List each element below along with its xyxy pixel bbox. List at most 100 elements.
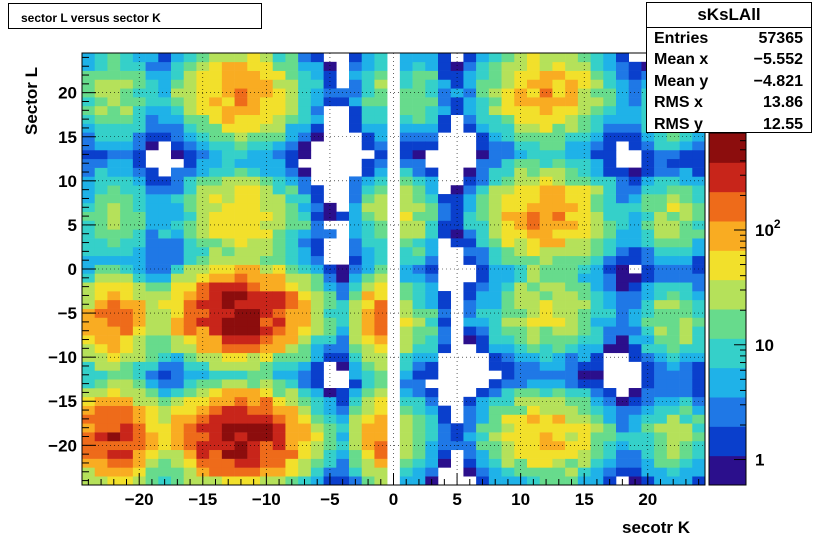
heatmap-cell bbox=[145, 132, 159, 142]
heatmap-cell bbox=[361, 114, 375, 124]
heatmap-cell bbox=[552, 194, 566, 204]
heatmap-cell bbox=[603, 141, 617, 151]
heatmap-cell bbox=[488, 202, 502, 212]
heatmap-cell bbox=[171, 379, 185, 389]
heatmap-cell bbox=[298, 176, 312, 186]
heatmap-cell bbox=[209, 185, 223, 195]
heatmap-cell bbox=[399, 229, 413, 239]
heatmap-cell bbox=[679, 167, 693, 177]
heatmap-cell bbox=[603, 185, 617, 195]
heatmap-cell bbox=[221, 308, 235, 318]
heatmap-cell bbox=[539, 432, 553, 442]
heatmap-cell bbox=[247, 141, 261, 151]
heatmap-cell bbox=[145, 61, 159, 71]
heatmap-cell bbox=[272, 79, 286, 89]
heatmap-cell bbox=[501, 405, 515, 415]
heatmap-cell bbox=[285, 352, 299, 362]
heatmap-cell bbox=[221, 229, 235, 239]
heatmap-cell bbox=[94, 440, 108, 451]
heatmap-cell bbox=[285, 167, 299, 177]
heatmap-cell bbox=[488, 88, 502, 98]
heatmap-cell bbox=[132, 432, 146, 442]
heatmap-cell bbox=[285, 370, 299, 380]
heatmap-cell bbox=[336, 317, 350, 327]
heatmap-cell bbox=[577, 405, 591, 415]
heatmap-cell bbox=[298, 229, 312, 239]
heatmap-cell bbox=[425, 211, 439, 221]
heatmap-cell bbox=[527, 141, 541, 151]
heatmap-cell bbox=[221, 299, 235, 309]
heatmap-cell bbox=[488, 440, 502, 451]
heatmap-cell bbox=[234, 70, 248, 80]
heatmap-cell bbox=[349, 211, 363, 221]
heatmap-cell bbox=[565, 264, 579, 274]
heatmap-cell bbox=[501, 264, 515, 274]
heatmap-cell bbox=[527, 396, 541, 406]
heatmap-cell bbox=[120, 149, 134, 160]
heatmap-cell bbox=[209, 467, 223, 477]
heatmap-cell bbox=[412, 194, 426, 204]
heatmap-cell bbox=[666, 379, 680, 389]
heatmap-cell bbox=[196, 414, 210, 424]
heatmap-cell bbox=[565, 123, 579, 133]
heatmap-cell bbox=[539, 167, 553, 177]
heatmap-cell bbox=[336, 361, 350, 371]
heatmap-cell bbox=[120, 167, 134, 177]
heatmap-cell bbox=[310, 70, 324, 80]
heatmap-cell bbox=[234, 246, 248, 257]
heatmap-cell bbox=[361, 167, 375, 177]
heatmap-cell bbox=[272, 370, 286, 380]
heatmap-cell bbox=[158, 123, 172, 133]
heatmap-cell bbox=[120, 273, 134, 283]
heatmap-cell bbox=[120, 158, 134, 168]
heatmap-cell bbox=[209, 449, 223, 459]
heatmap-cell bbox=[514, 114, 528, 124]
heatmap-cell bbox=[209, 158, 223, 168]
heatmap-cell bbox=[616, 61, 630, 71]
heatmap-cell bbox=[374, 414, 388, 424]
heatmap-cell bbox=[628, 176, 642, 186]
heatmap-cell bbox=[120, 326, 134, 336]
heatmap-cell bbox=[412, 53, 426, 63]
heatmap-cell bbox=[412, 423, 426, 433]
heatmap-cell bbox=[336, 291, 350, 301]
heatmap-cell bbox=[654, 388, 668, 398]
heatmap-cell bbox=[310, 396, 324, 406]
heatmap-cell bbox=[641, 423, 655, 433]
heatmap-cell bbox=[488, 379, 502, 389]
heatmap-cell bbox=[603, 273, 617, 283]
heatmap-cell bbox=[285, 432, 299, 442]
heatmap-cell bbox=[336, 458, 350, 468]
heatmap-cell bbox=[132, 238, 146, 248]
heatmap-cell bbox=[399, 370, 413, 380]
heatmap-cell bbox=[285, 388, 299, 398]
heatmap-cell bbox=[285, 220, 299, 230]
heatmap-cell bbox=[438, 194, 452, 204]
heatmap-cell bbox=[158, 361, 172, 371]
heatmap-cell bbox=[501, 361, 515, 371]
heatmap-cell bbox=[488, 194, 502, 204]
heatmap-cell bbox=[374, 379, 388, 389]
heatmap-cell bbox=[107, 158, 121, 168]
heatmap-cell bbox=[272, 264, 286, 274]
heatmap-cell bbox=[654, 211, 668, 221]
heatmap-cell bbox=[310, 282, 324, 292]
heatmap-cell bbox=[158, 352, 172, 362]
heatmap-cell bbox=[679, 246, 693, 257]
heatmap-cell bbox=[94, 264, 108, 274]
heatmap-cell bbox=[590, 238, 604, 248]
heatmap-cell bbox=[425, 246, 439, 257]
heatmap-cell bbox=[298, 308, 312, 318]
heatmap-cell bbox=[527, 88, 541, 98]
heatmap-cell bbox=[107, 132, 121, 142]
heatmap-cell bbox=[120, 343, 134, 354]
heatmap-cell bbox=[145, 379, 159, 389]
heatmap-cell bbox=[399, 282, 413, 292]
heatmap-cell bbox=[463, 432, 477, 442]
heatmap-cell bbox=[476, 185, 490, 195]
heatmap-cell bbox=[679, 141, 693, 151]
heatmap-cell bbox=[438, 317, 452, 327]
heatmap-cell bbox=[552, 299, 566, 309]
heatmap-cell bbox=[94, 158, 108, 168]
heatmap-cell bbox=[107, 423, 121, 433]
